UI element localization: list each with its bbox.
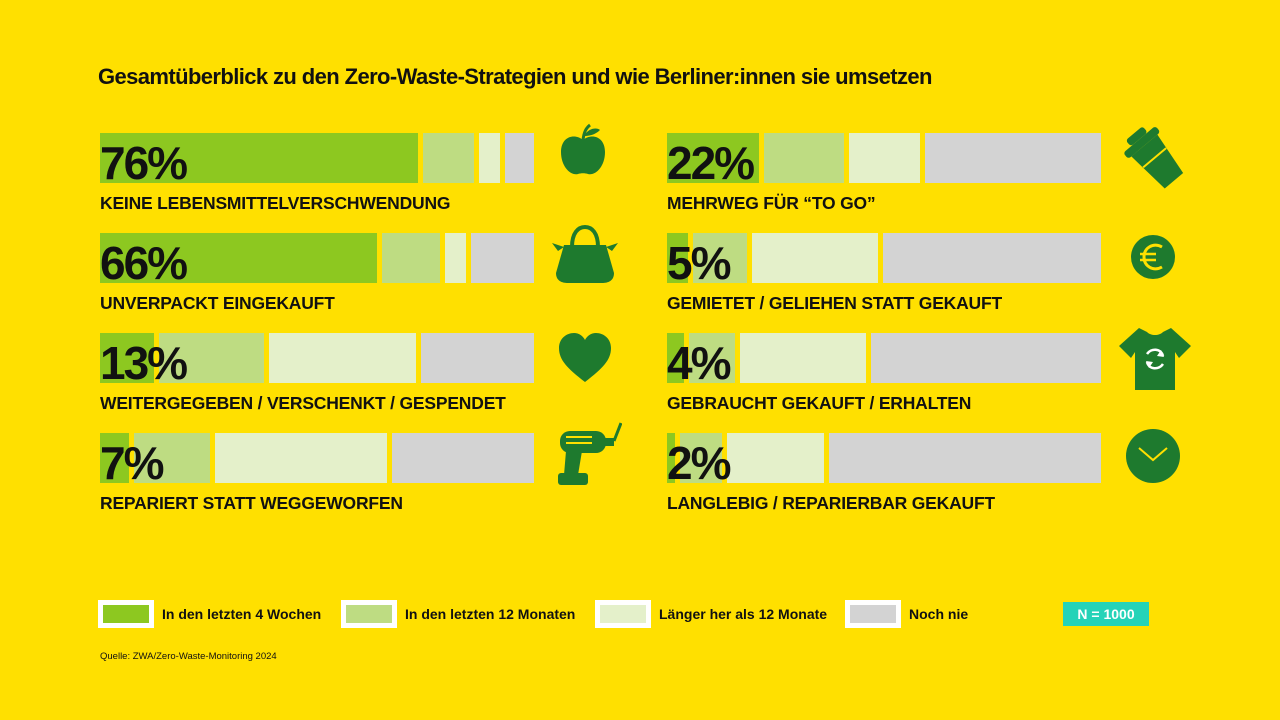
- bar-segment-longer-than-12-months: [445, 233, 467, 283]
- bar-segment-never: [504, 133, 534, 183]
- bar-segment-last-4-weeks: [100, 333, 155, 383]
- bar-segment-longer-than-12-months: [269, 333, 416, 383]
- legend-label-last-4-weeks: In den letzten 4 Wochen: [162, 606, 322, 622]
- bar-segment-longer-than-12-months: [478, 133, 500, 183]
- bar-segment-last-12-months: [688, 333, 735, 383]
- bar-item: 2% LANGLEBIG / REPARIERBAR GEKAUFT: [667, 433, 1107, 523]
- legend-swatch-never: [845, 600, 901, 628]
- stacked-bar: [667, 433, 1101, 483]
- bar-segment-never: [420, 333, 534, 383]
- reusable-cup-icon: [1119, 122, 1189, 192]
- stacked-bar: [100, 333, 534, 383]
- euro-coin-icon: [1123, 227, 1193, 297]
- sample-size-badge: N = 1000: [1063, 602, 1149, 626]
- legend-item-last-4-weeks: In den letzten 4 Wochen: [98, 600, 321, 628]
- bar-item: 13% WEITERGEGEBEN / VERSCHENKT / GESPENDE…: [100, 333, 540, 423]
- bar-segment-never: [925, 133, 1101, 183]
- legend-item-last-12-months: In den letzten 12 Monaten: [341, 600, 575, 628]
- bar-value-label: 22%: [667, 137, 755, 189]
- bar-value-label: 4%: [667, 337, 732, 389]
- bar-category-label: GEMIETET / GELIEHEN STATT GEKAUFT: [667, 293, 1002, 313]
- recycled-shirt-icon: [1117, 320, 1191, 390]
- legend: In den letzten 4 Wochen In den letzten 1…: [98, 600, 1198, 628]
- bar-segment-last-4-weeks: [100, 433, 130, 483]
- bar-segment-longer-than-12-months: [752, 233, 879, 283]
- legend-swatch-last-12-months: [341, 600, 397, 628]
- heart-icon: [555, 328, 625, 398]
- bar-item: 76% KEINE LEBENSMITTELVERSCHWENDUNG: [100, 133, 540, 223]
- stacked-bar: [667, 133, 1101, 183]
- chart-title: Gesamtüberblick zu den Zero-Waste-Strate…: [98, 64, 932, 89]
- bar-segment-last-12-months: [134, 433, 210, 483]
- shopping-bag-icon: [550, 217, 620, 287]
- legend-swatch-last-4-weeks: [98, 600, 154, 628]
- legend-label-never: Noch nie: [909, 606, 969, 622]
- stacked-bar: [667, 333, 1101, 383]
- bar-value-label: 13%: [100, 337, 188, 389]
- legend-label-longer-than-12-months: Länger her als 12 Monate: [659, 606, 828, 622]
- bar-category-label: MEHRWEG FÜR “TO GO”: [667, 193, 876, 213]
- bar-segment-last-12-months: [764, 133, 844, 183]
- bar-segment-last-12-months: [692, 233, 748, 283]
- bar-category-label: KEINE LEBENSMITTELVERSCHWENDUNG: [100, 193, 451, 213]
- bar-value-label: 5%: [667, 237, 732, 289]
- bar-value-label: 2%: [667, 437, 732, 489]
- drill-icon: [552, 417, 623, 487]
- stacked-bar: [100, 433, 534, 483]
- bar-segment-longer-than-12-months: [739, 333, 866, 383]
- bar-segment-last-4-weeks: [667, 433, 676, 483]
- bar-category-label: GEBRAUCHT GEKAUFT / ERHALTEN: [667, 393, 972, 413]
- bar-value-label: 76%: [100, 137, 188, 189]
- bar-value-label: 7%: [100, 437, 165, 489]
- bar-segment-last-4-weeks: [100, 233, 377, 283]
- legend-item-never: Noch nie: [845, 600, 968, 628]
- stacked-bar: [100, 133, 534, 183]
- bar-segment-longer-than-12-months: [214, 433, 387, 483]
- bar-segment-never: [828, 433, 1101, 483]
- bar-item: 5% GEMIETET / GELIEHEN STATT GEKAUFT: [667, 233, 1107, 323]
- bar-segment-longer-than-12-months: [727, 433, 824, 483]
- bar-segment-last-12-months: [680, 433, 723, 483]
- stacked-bar: [667, 233, 1101, 283]
- bar-category-label: LANGLEBIG / REPARIERBAR GEKAUFT: [667, 493, 995, 513]
- bar-segment-never: [471, 233, 534, 283]
- bar-category-label: WEITERGEGEBEN / VERSCHENKT / GESPENDET: [100, 393, 506, 413]
- bar-item: 4% GEBRAUCHT GEKAUFT / ERHALTEN: [667, 333, 1107, 423]
- legend-item-longer-than-12-months: Länger her als 12 Monate: [595, 600, 827, 628]
- legend-label-last-12-months: In den letzten 12 Monaten: [405, 606, 576, 622]
- bar-segment-never: [883, 233, 1101, 283]
- bar-segment-longer-than-12-months: [848, 133, 920, 183]
- apple-icon: [553, 122, 623, 192]
- bar-segment-last-4-weeks: [667, 233, 688, 283]
- clock-icon: [1123, 426, 1193, 496]
- bar-value-label: 66%: [100, 237, 188, 289]
- bar-segment-never: [391, 433, 534, 483]
- bar-item: 22% MEHRWEG FÜR “TO GO”: [667, 133, 1107, 223]
- bar-item: 7% REPARIERT STATT WEGGEWORFEN: [100, 433, 540, 523]
- bar-segment-last-4-weeks: [100, 133, 419, 183]
- bar-segment-last-4-weeks: [667, 333, 684, 383]
- bar-category-label: UNVERPACKT EINGEKAUFT: [100, 293, 335, 313]
- bar-segment-last-12-months: [159, 333, 265, 383]
- legend-swatch-longer-than-12-months: [595, 600, 651, 628]
- bar-segment-last-4-weeks: [667, 133, 760, 183]
- stacked-bar: [100, 233, 534, 283]
- bar-segment-last-12-months: [381, 233, 441, 283]
- bar-category-label: REPARIERT STATT WEGGEWORFEN: [100, 493, 403, 513]
- source-note: Quelle: ZWA/Zero-Waste-Monitoring 2024: [100, 651, 277, 662]
- bar-item: 66% UNVERPACKT EINGEKAUFT: [100, 233, 540, 323]
- bar-segment-never: [870, 333, 1101, 383]
- bar-segment-last-12-months: [423, 133, 474, 183]
